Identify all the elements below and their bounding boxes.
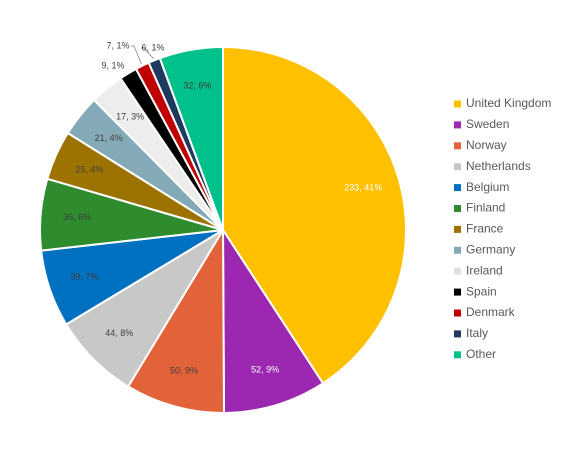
legend-marker-norway (454, 142, 461, 150)
legend-label-germany: Germany (466, 242, 515, 256)
data-label-italy: 6, 1% (141, 42, 164, 52)
legend-marker-ireland (454, 267, 461, 275)
legend-marker-italy (454, 330, 461, 338)
leader-lines (131, 45, 154, 65)
legend-marker-france (454, 225, 461, 233)
legend-label-united-kingdom: United Kingdom (466, 96, 551, 110)
data-labels: 233, 41% 52, 9% 50, 9% 44, 8% 39, 7% 36, 6% 25… (63, 40, 382, 375)
legend-label-italy: Italy (466, 326, 488, 340)
legend-label-ireland: Ireland (466, 263, 503, 277)
data-label-united-kingdom: 233, 41% (344, 183, 382, 193)
legend-marker-other (454, 351, 461, 359)
legend: United Kingdom Sweden Norway Netherlands Bel… (454, 96, 551, 361)
legend-marker-germany (454, 246, 461, 254)
leader-line-italy (141, 47, 154, 59)
data-label-france: 25, 4% (75, 165, 103, 175)
data-label-other: 32, 6% (183, 80, 211, 90)
legend-marker-finland (454, 205, 461, 212)
data-label-netherlands: 44, 8% (105, 328, 133, 338)
legend-marker-united-kingdom (454, 100, 461, 108)
legend-marker-denmark (454, 309, 461, 317)
pie-slices (38, 45, 407, 415)
legend-marker-netherlands (454, 163, 461, 171)
legend-label-spain: Spain (466, 284, 497, 298)
data-label-belgium: 39, 7% (70, 271, 98, 281)
pie-slice-sweden (221, 226, 325, 415)
legend-label-netherlands: Netherlands (466, 159, 531, 173)
data-label-spain: 9, 1% (101, 60, 124, 70)
data-label-finland: 36, 6% (63, 212, 91, 222)
data-label-denmark: 7, 1% (106, 40, 129, 50)
pie-slice-norway (126, 226, 226, 415)
legend-label-france: France (466, 222, 504, 236)
legend-marker-belgium (454, 184, 461, 192)
data-label-sweden: 52, 9% (251, 365, 279, 375)
leader-line-denmark (131, 45, 142, 65)
data-label-norway: 50, 9% (170, 365, 198, 375)
legend-marker-sweden (454, 121, 461, 129)
legend-label-sweden: Sweden (466, 117, 509, 131)
legend-label-finland: Finland (466, 201, 505, 215)
pie-slice-other (158, 45, 224, 231)
legend-label-denmark: Denmark (466, 305, 516, 319)
data-label-ireland: 17, 3% (116, 111, 144, 121)
legend-label-belgium: Belgium (466, 180, 509, 194)
legend-label-other: Other (466, 347, 496, 361)
data-label-germany: 21, 4% (95, 133, 123, 143)
legend-marker-spain (454, 288, 461, 296)
legend-label-norway: Norway (466, 138, 507, 152)
